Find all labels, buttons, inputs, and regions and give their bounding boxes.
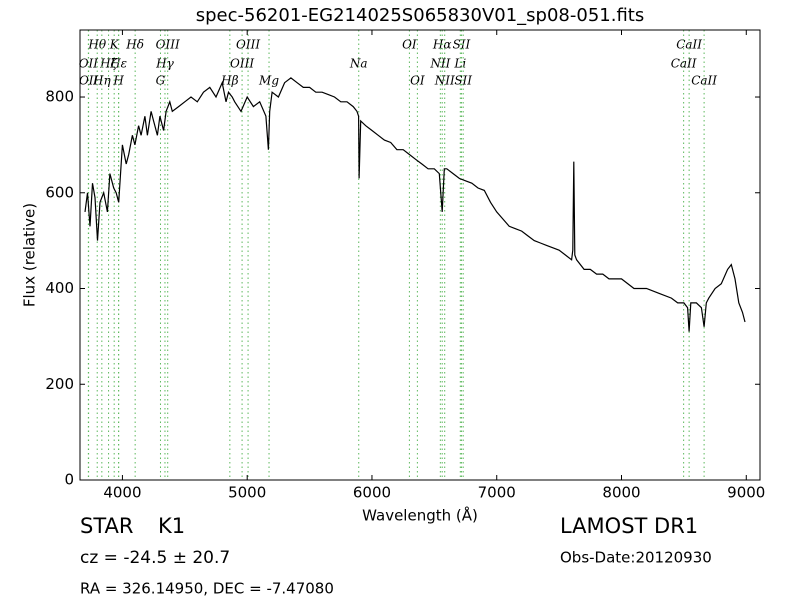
plot-frame <box>79 29 761 481</box>
y-axis-label: Flux (relative) <box>21 203 39 307</box>
class: STAR <box>80 514 133 538</box>
x-tick-label: 9000 <box>727 484 765 502</box>
spectrum-line <box>84 77 746 332</box>
x-axis-label: Wavelength (Å) <box>362 506 478 525</box>
coords: RA = 326.14950, DEC = -7.47080 <box>80 580 334 598</box>
spectral-line-label: H <box>112 74 124 88</box>
spectral-line-label: OIII <box>236 38 260 52</box>
spectral-line-label: OIII <box>230 57 254 71</box>
spectral-line-label: OII <box>79 74 99 88</box>
spectral-line-label: CaII <box>671 57 697 71</box>
survey: LAMOST DR1 <box>560 514 698 538</box>
obs-date: Obs-Date:20120930 <box>560 549 712 567</box>
spectral-line-label: G <box>156 74 166 88</box>
y-tick-label: 400 <box>45 279 74 297</box>
x-tick-label: 6000 <box>353 484 391 502</box>
spectral-line-label: Mg <box>258 74 279 88</box>
spectral-line-label: OI <box>402 38 417 52</box>
x-tick-label: 8000 <box>602 484 640 502</box>
x-tick-label: 7000 <box>478 484 516 502</box>
spectral-line-label: OII <box>79 57 99 71</box>
spectral-line-label: Hη <box>92 74 111 88</box>
spectral-line-label: SII <box>454 74 472 88</box>
spectral-line-label: NII <box>434 74 455 88</box>
spectral-line-label: Hγ <box>155 57 174 71</box>
spectral-line-label: OI <box>410 74 425 88</box>
spectral-line-label: Hε <box>109 57 127 71</box>
y-tick-label: 0 <box>64 471 74 489</box>
spectral-line-label: Na <box>349 57 368 71</box>
spectral-line-label: OIII <box>156 38 180 52</box>
spectral-line-label: Hδ <box>125 38 144 52</box>
spectral-line-label: Hβ <box>220 74 238 88</box>
x-tick-label: 4000 <box>103 484 141 502</box>
subclass: K1 <box>158 514 185 538</box>
y-tick-label: 600 <box>45 183 74 201</box>
y-tick-label: 200 <box>45 375 74 393</box>
spectral-line-label: Li <box>453 57 466 71</box>
spectral-line-label: Hα <box>432 38 452 52</box>
spectral-line-label: Hζ <box>99 57 118 71</box>
spectral-line-label: K <box>109 38 120 52</box>
y-tick-label: 800 <box>45 88 74 106</box>
spectral-line-label: CaII <box>676 38 702 52</box>
spectral-line-label: CaII <box>691 74 717 88</box>
spectral-line-label: NII <box>429 57 450 71</box>
spectral-line-label: Hθ <box>87 38 106 52</box>
chart-title: spec-56201-EG214025S065830V01_sp08-051.f… <box>196 5 644 26</box>
spectral-line-label: SII <box>453 38 471 52</box>
redshift: cz = -24.5 ± 20.7 <box>80 548 230 568</box>
x-tick-label: 5000 <box>228 484 266 502</box>
